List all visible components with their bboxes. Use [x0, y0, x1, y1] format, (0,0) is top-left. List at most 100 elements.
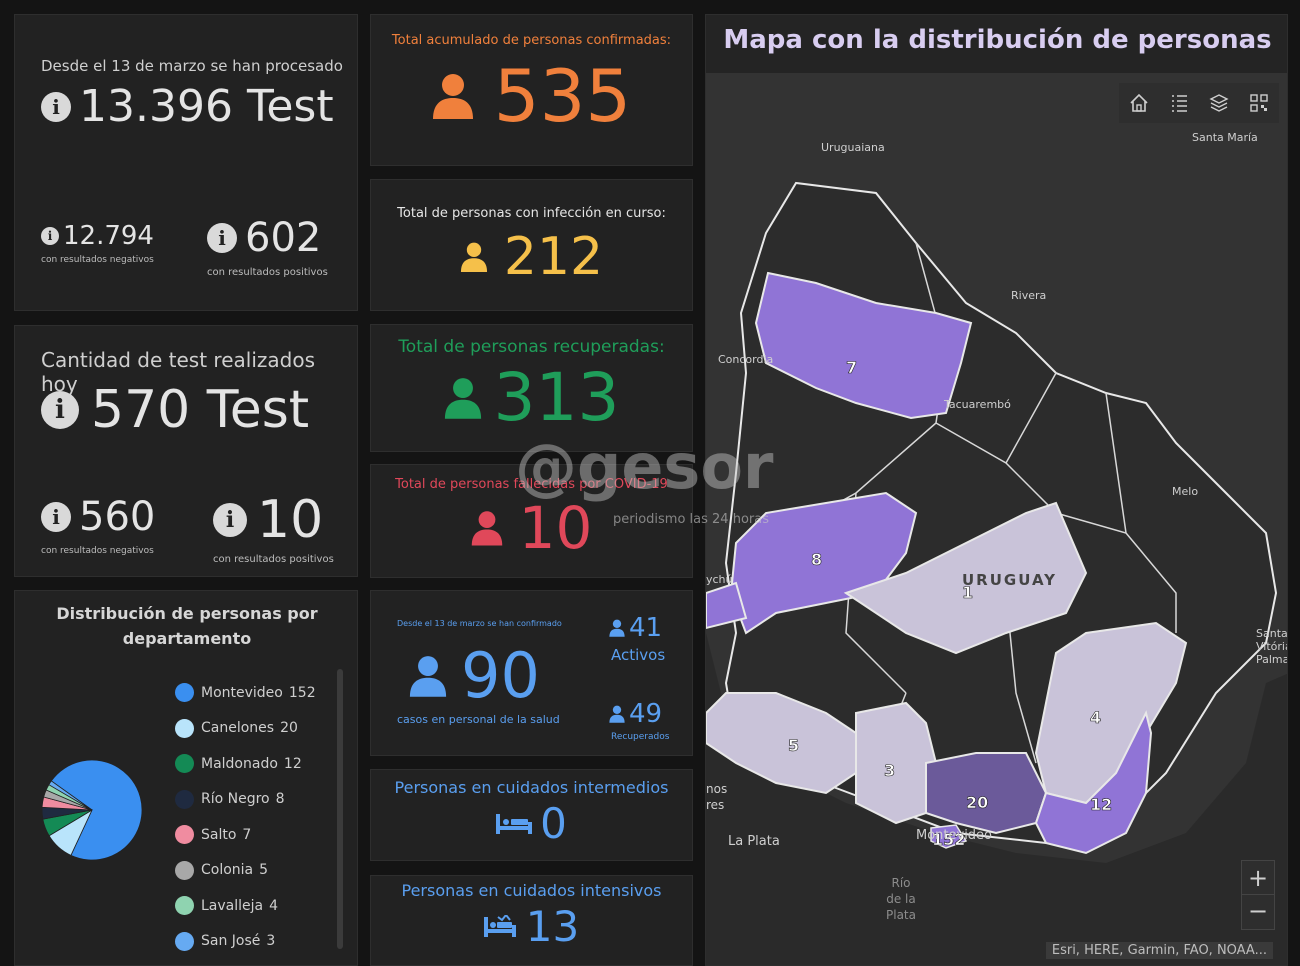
dept-montevideo[interactable]: [930, 824, 968, 849]
info-icon[interactable]: i: [213, 503, 247, 537]
info-icon[interactable]: i: [41, 227, 59, 245]
map-place-labels: Uruguaiana Santa María Rivera Concordia …: [706, 131, 1258, 849]
health-staff-recovered: 49: [609, 699, 662, 729]
active-value: 212: [503, 227, 604, 287]
legend-swatch: [175, 789, 194, 809]
recovered-row: 313: [371, 359, 692, 436]
legend-swatch: [175, 754, 194, 773]
count-canelones: 20: [966, 793, 988, 812]
count-lavalleja: 4: [1090, 708, 1101, 727]
info-icon[interactable]: i: [207, 223, 237, 253]
count-salto: 7: [846, 358, 857, 377]
icu-bed-icon: [483, 914, 516, 937]
health-staff-panel: Desde el 13 de marzo se han confirmado 9…: [370, 590, 693, 756]
intensive-care-value: 13: [525, 902, 580, 951]
dept-soriano-tip[interactable]: [706, 581, 748, 630]
recovered-panel: Total de personas recuperadas: 313: [370, 324, 693, 452]
legend-item[interactable]: Colonia 5: [175, 860, 268, 880]
legend-item[interactable]: Lavalleja 4: [175, 896, 278, 915]
legend-value: 152: [288, 684, 316, 701]
dept-san-jose[interactable]: [855, 701, 938, 825]
tests-total-value: 13.396 Test: [79, 81, 334, 132]
place-rio-de-la-plata: Río de la Plata: [886, 876, 916, 922]
dept-salto[interactable]: [754, 271, 973, 420]
confirmed-row: 535: [371, 54, 692, 138]
place-concordia: Concordia: [718, 353, 773, 366]
home-icon[interactable]: [1122, 86, 1156, 120]
map-attribution[interactable]: Esri, HERE, Garmin, FAO, NOAA...: [1045, 942, 1273, 959]
positives-label: con resultados positivos: [207, 267, 328, 278]
legend-label: Montevideo: [201, 684, 283, 701]
legend-item[interactable]: Maldonado 12: [175, 754, 302, 773]
distribution-panel: Distribución de personas por departament…: [14, 590, 358, 966]
intensive-care-row: 13: [371, 902, 692, 951]
tests-total-negatives: i 12.794: [41, 221, 154, 251]
legend-label: Canelones: [201, 720, 275, 736]
legend-list-icon[interactable]: [1162, 86, 1196, 120]
legend-scrollbar[interactable]: [337, 669, 343, 949]
pie-slice[interactable]: [50, 759, 143, 861]
legend-item[interactable]: Montevideo 152: [175, 683, 316, 702]
tests-total-positives: i 602: [207, 215, 321, 261]
place-la-plata: La Plata: [728, 834, 780, 849]
place-uruguaiana: Uruguaiana: [821, 141, 885, 154]
bed-icon: [496, 813, 533, 834]
pie-slice[interactable]: [48, 780, 93, 811]
info-icon[interactable]: i: [41, 502, 71, 532]
intermediate-care-caption: Personas en cuidados intermedios: [394, 778, 669, 797]
distribution-title-line1: Distribución de personas por: [56, 604, 318, 623]
distribution-title-line2: departamento: [122, 629, 252, 648]
place-melo: Melo: [1172, 485, 1198, 498]
zoom-in-button[interactable]: +: [1242, 861, 1274, 895]
distribution-title: Distribución de personas por departament…: [15, 601, 359, 651]
qr-icon[interactable]: [1242, 86, 1276, 120]
info-icon[interactable]: i: [41, 391, 79, 429]
person-icon: [609, 619, 625, 637]
place-santa-vitoria: Santa Vitória Palma: [1256, 627, 1288, 666]
legend-item[interactable]: Río Negro 8: [175, 789, 285, 809]
negatives-value: 12.794: [63, 221, 154, 251]
legend-value: 12: [283, 755, 302, 772]
dept-rio-negro[interactable]: [729, 491, 918, 635]
map-canvas[interactable]: 7 8 1 4 5 3 20 12 152 Uruguaiana Santa M…: [706, 73, 1288, 966]
legend-value: 20: [280, 720, 298, 736]
tests-today-caption: Cantidad de test realizados hoy: [41, 348, 315, 396]
legend-swatch: [175, 683, 194, 702]
intensive-care-panel: Personas en cuidados intensivos 13: [370, 875, 693, 966]
confirmed-value: 535: [493, 54, 632, 138]
person-icon: [444, 377, 481, 419]
distribution-pie-chart[interactable]: [37, 755, 147, 865]
intermediate-care-panel: Personas en cuidados intermedios 0: [370, 769, 693, 861]
deceased-value: 10: [518, 494, 593, 562]
layers-icon[interactable]: [1202, 86, 1236, 120]
dept-maldonado[interactable]: [1034, 710, 1153, 855]
legend-swatch: [175, 896, 194, 915]
health-staff-active-label: Activos: [611, 646, 666, 664]
legend-item[interactable]: Salto 7: [175, 825, 251, 844]
count-durazno: 1: [962, 583, 973, 602]
place-santa-maria: Santa María: [1192, 131, 1258, 144]
place-gualeguaychu: ychú: [706, 573, 733, 586]
health-staff-recovered-label: Recuperados: [611, 732, 670, 742]
map-header: Mapa con la distribución de personas: [706, 15, 1287, 73]
deceased-caption: Total de personas fallecidas por COVID-1…: [395, 477, 668, 492]
health-staff-caption: Desde el 13 de marzo se han confirmado: [397, 619, 562, 628]
legend-item[interactable]: San José 3: [175, 931, 275, 951]
positives-label: con resultados positivos: [213, 554, 334, 565]
tests-today-value: 570 Test: [91, 380, 310, 440]
zoom-controls: + −: [1241, 860, 1275, 930]
map-count-labels: 7 8 1 4 5 3 20 12 152: [788, 358, 1113, 850]
legend-item[interactable]: Canelones 20: [175, 718, 298, 738]
legend-swatch: [175, 825, 194, 844]
dept-durazno[interactable]: [843, 501, 1088, 655]
info-icon[interactable]: i: [41, 91, 71, 122]
confirmed-panel: Total acumulado de personas confirmadas:…: [370, 14, 693, 166]
legend-label: Lavalleja: [201, 897, 264, 914]
place-tacuarembo: Tacuarembó: [943, 398, 1011, 411]
zoom-out-button[interactable]: −: [1247, 897, 1269, 925]
count-montevideo: 152: [932, 830, 965, 849]
tests-total-caption: Desde el 13 de marzo se han procesado: [41, 57, 343, 75]
tests-total-panel: Desde el 13 de marzo se han procesado i …: [14, 14, 358, 311]
